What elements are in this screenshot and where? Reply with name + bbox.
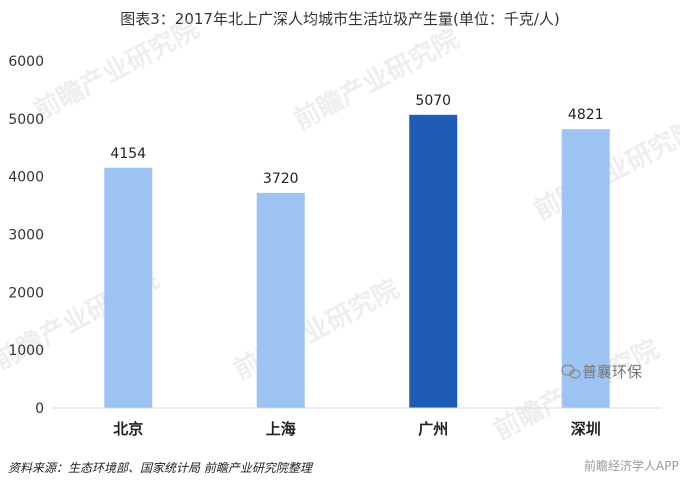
data-label: 3720 — [263, 171, 299, 187]
data-label: 5070 — [415, 93, 451, 109]
category-label: 深圳 — [571, 420, 601, 438]
bars: 4154 3720 5070 4821 — [104, 93, 610, 409]
y-tick-label: 4000 — [8, 170, 44, 186]
bar-0 — [104, 167, 153, 408]
data-label: 4821 — [568, 107, 604, 123]
wechat-watermark: 普襄环保 前瞻经济学人APP — [561, 363, 679, 473]
data-label: 4154 — [110, 146, 146, 162]
y-tick-label: 1000 — [8, 343, 44, 359]
watermark-logo-5: 前瞻产业研究院 — [229, 273, 404, 386]
y-axis-ticks: 0 1000 2000 3000 4000 5000 6000 — [8, 54, 44, 417]
category-label: 上海 — [266, 420, 296, 438]
y-tick-label: 0 — [35, 401, 44, 417]
y-tick-label: 6000 — [8, 54, 44, 70]
bar-3 — [561, 129, 610, 409]
wechat-account-name: 普襄环保 — [582, 363, 642, 381]
category-label: 广州 — [418, 420, 448, 438]
app-watermark: 前瞻经济学人APP — [584, 458, 679, 473]
watermark-logo-1: 前瞻产业研究院 — [29, 13, 204, 126]
bar-1 — [256, 192, 305, 408]
chart-title: 图表3：2017年北上广深人均城市生活垃圾产生量(单位：千克/人) — [120, 10, 559, 28]
y-tick-label: 2000 — [8, 285, 44, 301]
category-label: 北京 — [113, 420, 143, 438]
bar-2 — [409, 114, 458, 408]
wechat-icon — [561, 364, 581, 379]
x-axis-labels: 北京 上海 广州 深圳 — [113, 420, 601, 438]
y-tick-label: 3000 — [8, 228, 44, 244]
y-tick-label: 5000 — [8, 112, 44, 128]
source-note: 资料来源：生态环境部、国家统计局 前瞻产业研究院整理 — [8, 461, 314, 475]
